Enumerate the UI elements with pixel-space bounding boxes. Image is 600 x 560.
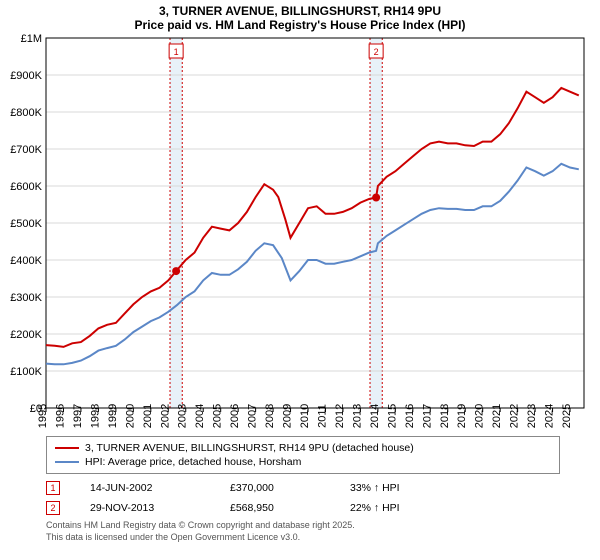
x-axis-label: 2022 <box>509 404 521 428</box>
y-axis-label: £500K <box>10 218 42 230</box>
x-axis-label: 2010 <box>299 404 311 428</box>
legend-swatch <box>55 461 79 463</box>
sale-price: £370,000 <box>230 478 320 498</box>
legend-row: HPI: Average price, detached house, Hors… <box>55 455 551 469</box>
y-axis-label: £1M <box>21 33 42 45</box>
y-axis-label: £100K <box>10 366 42 378</box>
sale-band-label: 1 <box>174 47 179 57</box>
x-axis-label: 2007 <box>247 404 259 428</box>
sale-row: 2 29-NOV-2013 £568,950 22% ↑ HPI <box>46 498 560 518</box>
x-axis-label: 2001 <box>142 404 154 428</box>
sale-number-box: 1 <box>46 481 60 495</box>
x-axis-label: 2005 <box>212 404 224 428</box>
y-axis-label: £300K <box>10 292 42 304</box>
x-axis-label: 2009 <box>282 404 294 428</box>
x-axis-label: 2013 <box>351 404 363 428</box>
x-axis-label: 1996 <box>54 404 66 428</box>
y-axis-label: £700K <box>10 144 42 156</box>
x-axis-label: 2004 <box>194 404 206 428</box>
y-axis-label: £900K <box>10 70 42 82</box>
legend: 3, TURNER AVENUE, BILLINGSHURST, RH14 9P… <box>46 436 560 474</box>
series-subject_property <box>46 88 579 347</box>
chart-svg: 12£0£100K£200K£300K£400K£500K£600K£700K£… <box>0 32 600 432</box>
sale-delta: 22% ↑ HPI <box>350 498 400 518</box>
sale-row: 1 14-JUN-2002 £370,000 33% ↑ HPI <box>46 478 560 498</box>
x-axis-label: 1995 <box>37 404 49 428</box>
x-axis-label: 2023 <box>526 404 538 428</box>
page-title: 3, TURNER AVENUE, BILLINGSHURST, RH14 9P… <box>0 0 600 18</box>
y-axis-label: £400K <box>10 255 42 267</box>
footer-copyright: Contains HM Land Registry data © Crown c… <box>46 520 560 530</box>
x-axis-label: 2019 <box>456 404 468 428</box>
x-axis-label: 2021 <box>491 404 503 428</box>
x-axis-label: 2008 <box>264 404 276 428</box>
y-axis-label: £600K <box>10 181 42 193</box>
sale-date: 29-NOV-2013 <box>90 498 200 518</box>
sale-number-box: 2 <box>46 501 60 515</box>
sale-delta: 33% ↑ HPI <box>350 478 400 498</box>
sales-list: 1 14-JUN-2002 £370,000 33% ↑ HPI 2 29-NOV-201… <box>46 478 560 518</box>
sale-date: 14-JUN-2002 <box>90 478 200 498</box>
legend-row: 3, TURNER AVENUE, BILLINGSHURST, RH14 9P… <box>55 441 551 455</box>
x-axis-label: 2025 <box>561 404 573 428</box>
x-axis-label: 2020 <box>474 404 486 428</box>
x-axis-label: 2000 <box>124 404 136 428</box>
x-axis-label: 2012 <box>334 404 346 428</box>
sale-price: £568,950 <box>230 498 320 518</box>
footer-licence: This data is licensed under the Open Gov… <box>46 532 560 542</box>
y-axis-label: £200K <box>10 329 42 341</box>
x-axis-label: 1997 <box>72 404 84 428</box>
series-marker <box>372 193 380 201</box>
x-axis-label: 2003 <box>177 404 189 428</box>
page-subtitle: Price paid vs. HM Land Registry's House … <box>0 18 600 32</box>
legend-label: HPI: Average price, detached house, Hors… <box>85 455 301 469</box>
x-axis-label: 2016 <box>404 404 416 428</box>
x-axis-label: 2014 <box>369 404 381 428</box>
y-axis-label: £800K <box>10 107 42 119</box>
x-axis-label: 2018 <box>439 404 451 428</box>
x-axis-label: 2024 <box>544 404 556 428</box>
legend-label: 3, TURNER AVENUE, BILLINGSHURST, RH14 9P… <box>85 441 414 455</box>
chart-area: 12£0£100K£200K£300K£400K£500K£600K£700K£… <box>0 32 600 432</box>
series-marker <box>172 267 180 275</box>
x-axis-label: 2002 <box>159 404 171 428</box>
x-axis-label: 2017 <box>421 404 433 428</box>
x-axis-label: 1998 <box>89 404 101 428</box>
x-axis-label: 2015 <box>386 404 398 428</box>
legend-swatch <box>55 447 79 449</box>
x-axis-label: 2006 <box>229 404 241 428</box>
sale-band-label: 2 <box>374 47 379 57</box>
x-axis-label: 1999 <box>107 404 119 428</box>
